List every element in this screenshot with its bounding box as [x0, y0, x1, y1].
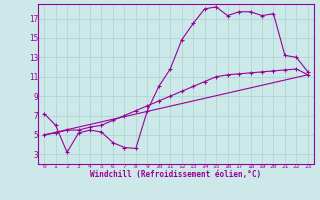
X-axis label: Windchill (Refroidissement éolien,°C): Windchill (Refroidissement éolien,°C): [91, 170, 261, 179]
